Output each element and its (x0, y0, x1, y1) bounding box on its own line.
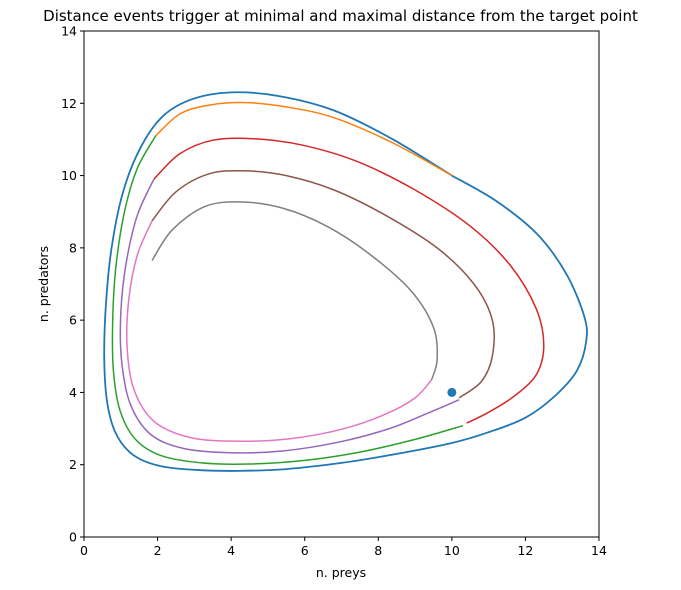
curve-segment-4 (119, 178, 460, 454)
y-axis-ticks: 0 2 4 6 8 10 12 14 (61, 24, 84, 545)
x-tick-label: 6 (301, 543, 309, 558)
x-tick-label: 10 (444, 543, 460, 558)
x-axis-label: n. preys (316, 565, 366, 580)
x-tick-label: 0 (80, 543, 88, 558)
curve-segment-6 (125, 220, 433, 442)
y-tick-label: 6 (69, 313, 77, 328)
y-tick-label: 2 (69, 457, 77, 472)
x-tick-label: 4 (227, 543, 235, 558)
curve-segment-3 (153, 137, 545, 424)
chart-title: Distance events trigger at minimal and m… (43, 7, 638, 25)
x-tick-label: 2 (154, 543, 162, 558)
x-tick-label: 8 (374, 543, 382, 558)
curve-segment-1 (155, 101, 453, 177)
y-axis-label: n. predators (36, 246, 51, 322)
curve-full-trajectory (103, 91, 588, 472)
curve-segment-2 (111, 135, 464, 465)
y-tick-label: 0 (69, 530, 77, 545)
plot-frame (83, 30, 600, 538)
target-point-marker (447, 387, 457, 397)
x-tick-label: 14 (591, 543, 607, 558)
x-axis-ticks: 0 2 4 6 8 10 12 14 (80, 537, 607, 558)
y-tick-label: 10 (61, 168, 77, 183)
x-tick-label: 12 (517, 543, 533, 558)
y-tick-label: 8 (69, 240, 77, 255)
y-tick-label: 4 (69, 385, 77, 400)
y-tick-label: 14 (61, 24, 77, 39)
curve-segment-7 (151, 201, 439, 381)
curve-segment-5 (151, 169, 495, 399)
target-point (447, 387, 457, 397)
y-tick-label: 12 (61, 96, 77, 111)
trajectory-curves (103, 91, 588, 472)
